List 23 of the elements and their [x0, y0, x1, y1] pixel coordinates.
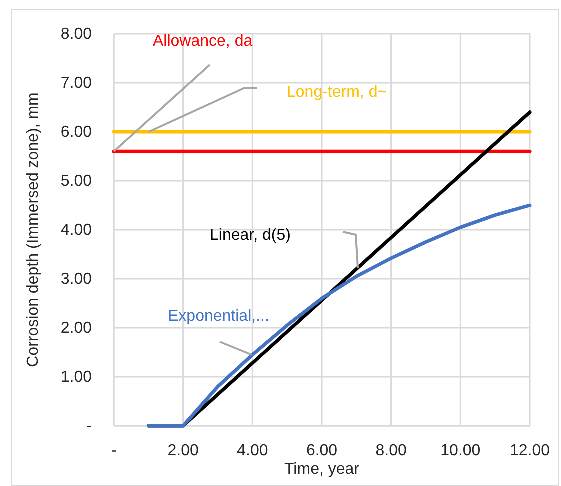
x-tick-label: 4.00	[237, 442, 268, 460]
series-label: Exponential,...	[168, 308, 270, 325]
y-tick-label: 3.00	[60, 271, 92, 288]
y-tick-label: 5.00	[60, 173, 92, 190]
x-tick-label: 10.00	[440, 442, 481, 460]
x-tick-label: 6.00	[306, 442, 338, 460]
y-tick-label: 8.00	[60, 26, 92, 44]
y-tick-label: 4.00	[60, 222, 92, 240]
line-series	[146, 204, 532, 428]
x-tick-label: 12.00	[510, 442, 550, 460]
y-tick-label: -	[86, 418, 92, 436]
y-tick-label: 2.00	[60, 320, 92, 338]
y-axis-title: Corrosion depth (Immersed zone), mm	[25, 92, 42, 368]
y-tick-label: 1.00	[60, 369, 92, 386]
y-tick-label: 6.00	[60, 124, 92, 142]
x-tick-label: -	[111, 442, 117, 460]
x-tick-label: 8.00	[376, 442, 408, 460]
x-tick-label: 2.00	[168, 442, 200, 460]
text: Linear, d(5)	[210, 227, 291, 244]
y-tick-label: 7.00	[60, 75, 92, 92]
x-axis-title: Time, year	[284, 461, 360, 478]
text: Allowance, da	[153, 33, 253, 50]
series-label: Long-term, d~	[287, 84, 388, 101]
